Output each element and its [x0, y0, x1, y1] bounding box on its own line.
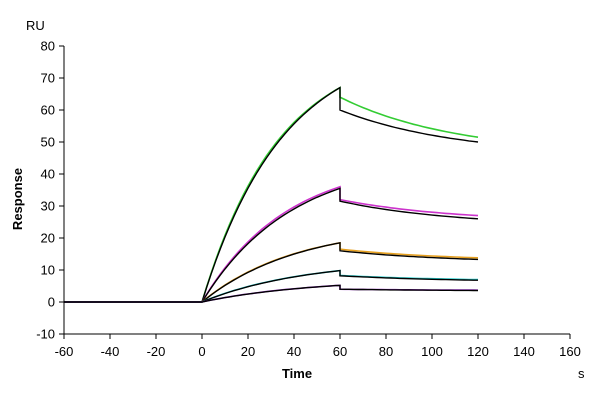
y-tick-label: -10 — [36, 327, 55, 342]
fit-curve — [64, 284, 478, 303]
y-tick-label: 40 — [41, 167, 55, 182]
x-tick-label: 140 — [513, 344, 535, 359]
measured-curve — [64, 86, 479, 303]
x-tick-label: 60 — [333, 344, 347, 359]
y-unit-label: RU — [26, 18, 45, 33]
measured-curve — [64, 241, 479, 303]
y-tick-label: 60 — [41, 103, 55, 118]
x-tick-label: 20 — [241, 344, 255, 359]
plot-lines — [64, 86, 479, 303]
y-ticks: -10 0 10 20 30 40 50 60 70 80 — [36, 39, 64, 342]
y-tick-label: 20 — [41, 231, 55, 246]
x-tick-label: -60 — [55, 344, 74, 359]
x-unit-label: s — [578, 366, 585, 381]
y-tick-label: 10 — [41, 263, 55, 278]
y-tick-label: 0 — [48, 295, 55, 310]
x-tick-label: 40 — [287, 344, 301, 359]
x-tick-label: 120 — [467, 344, 489, 359]
y-tick-label: 30 — [41, 199, 55, 214]
x-tick-label: -40 — [101, 344, 120, 359]
fit-curve — [64, 269, 478, 303]
x-tick-label: 0 — [198, 344, 205, 359]
y-tick-label: 50 — [41, 135, 55, 150]
x-tick-label: 160 — [559, 344, 581, 359]
x-tick-label: -20 — [147, 344, 166, 359]
fit-curve — [64, 241, 479, 303]
y-tick-label: 70 — [41, 71, 55, 86]
y-tick-label: 80 — [41, 39, 55, 54]
x-ticks: -60 -40 -20 0 20 40 60 80 100 120 140 160 — [55, 334, 581, 359]
x-tick-label: 80 — [379, 344, 393, 359]
x-tick-label: 100 — [421, 344, 443, 359]
fit-curve — [64, 187, 479, 303]
measured-curve — [64, 284, 479, 303]
fit-curve — [64, 86, 479, 303]
measured-curve — [64, 185, 479, 303]
x-axis-title: Time — [282, 366, 312, 381]
y-axis-title: Response — [10, 168, 25, 230]
measured-curve — [64, 269, 479, 303]
